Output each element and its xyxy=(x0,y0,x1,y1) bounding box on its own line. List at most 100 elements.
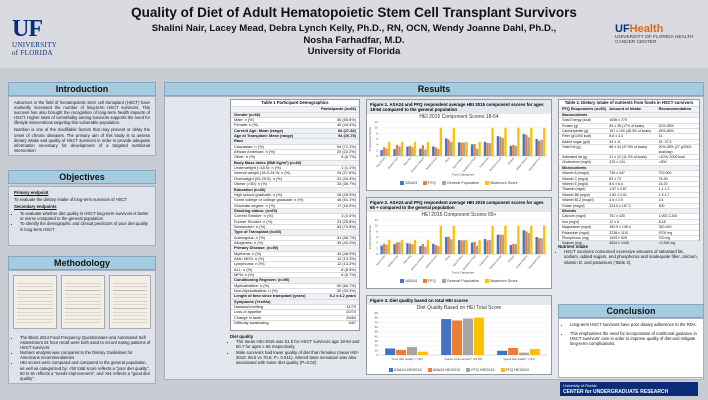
legend-item-ffq: FFQ xyxy=(423,279,436,284)
legend-item-asa24: ASA24 xyxy=(400,279,417,284)
bar-chart1-12-0 xyxy=(535,139,538,157)
y-tick-label: 6 xyxy=(376,235,378,239)
table-row: Overweight (25-29.9): n (%) 31 (34.4%) xyxy=(231,175,359,181)
y-tick-label: 4 xyxy=(376,241,378,245)
table1-title: Table 1 Participant Demographics xyxy=(261,100,329,105)
x-tick-label: Refined Grains xyxy=(488,156,503,172)
y-tick-label: 6 xyxy=(376,137,378,141)
bar-chart1-10-3 xyxy=(517,128,520,157)
diet-quality-bullet-2: Male survivors had lower quality of diet… xyxy=(236,350,360,366)
table1-header-row: Participants (n=66) xyxy=(231,106,359,112)
table-row: Vitamin B6 (mg/d) 1.62 ± 0.91 1.3-1.7 xyxy=(559,191,699,197)
table-row: Macronutrients xyxy=(559,111,699,118)
y-tick-label: 0 xyxy=(376,154,378,158)
bar-chart1-0-3 xyxy=(387,142,391,157)
primary-endpoint-text: To evaluate the dietary intake of long-t… xyxy=(14,197,128,203)
bar-chart2-6-0 xyxy=(457,240,461,255)
secondary-endpoint-1: To evaluate whether diet quality in HSCT… xyxy=(20,211,150,221)
nutrient-intake-label: Nutrient intake xyxy=(558,244,589,249)
bar-chart2-4-2 xyxy=(437,246,440,255)
bar-chart2-3-3 xyxy=(426,240,430,255)
bar-chart2-1-2 xyxy=(398,242,401,255)
table-nutrient-intake: Table 2. Dietary intake of nutrients fro… xyxy=(558,99,700,245)
bar-chart2-7-1 xyxy=(473,242,476,255)
bar-chart3-1-2 xyxy=(463,318,474,356)
table-row: Underweight (<18.5): n (%) 1 (1.1%) xyxy=(231,165,359,170)
bar-chart2-9-0 xyxy=(496,235,500,255)
table-row: Protein (g) 69 ± 38 (17% of kcals) 10%-35% xyxy=(559,122,699,128)
bar-chart1-1-1 xyxy=(395,145,399,157)
bar-chart1-6-3 xyxy=(465,142,468,157)
uf-health-logo-main: UF xyxy=(615,23,630,35)
uf-logo-subtitle: UNIVERSITY of FLORIDA xyxy=(12,41,57,57)
figure-2: Figure 2. ASA24 and FFQ respondent avera… xyxy=(366,197,552,289)
table-row: Race xyxy=(231,138,359,144)
table-row: Iron (mg/d) 12 ± 6 8-18 xyxy=(559,218,699,224)
table2-header-row: FFQ Responders (n=90) Amount of intake R… xyxy=(559,106,699,112)
conclusion-box: Long-term HSCT survivors have poor dieta… xyxy=(558,318,704,378)
table-row: Thiamin (mg/d) 1.67 ± 0.87 1.1-1.2 xyxy=(559,186,699,191)
table-row: Other: n (%) 6 (6.7%) xyxy=(231,154,359,159)
bar-chart1-10-2 xyxy=(514,146,518,157)
poster-header: UF UNIVERSITY of FLORIDA Quality of Diet… xyxy=(0,0,708,68)
bar-chart2-7-3 xyxy=(478,240,481,255)
bar-chart3-1-0 xyxy=(441,319,452,356)
bar-chart2-7-2 xyxy=(475,246,479,255)
table-row: Male: n (%) 50 (55.6%) xyxy=(231,117,359,122)
diet-quality-bullet-1: The mean HEI-2015 was 61.6 for HSCT surv… xyxy=(236,339,360,349)
y-tick-label: 40 xyxy=(375,335,379,339)
bar-chart1-7-3 xyxy=(478,142,481,157)
figure-3-legend: ASA24 HEI2015 ASA24 HEI2010 FFQ HEI2015 … xyxy=(367,368,551,373)
table-row: MPN: n (%) 6 (6.7%) xyxy=(231,272,359,277)
bar-chart1-3-2 xyxy=(424,149,427,157)
bar-chart2-6-1 xyxy=(460,240,463,255)
bar-chart1-0-1 xyxy=(382,147,386,157)
y-tick-label: 10 xyxy=(375,126,379,130)
figure-1-chart: 02 4 68 10 12 Total Fruits Whole Fruits Total V… xyxy=(368,120,547,177)
x-tick-label: Whole Grains xyxy=(425,156,439,171)
legend-item-ffq-hei2010: FFQ HEI2010 xyxy=(500,368,529,373)
introduction-paragraph-1: Advances in the field of hematopoietic s… xyxy=(14,100,150,126)
table-row: Smoking status: (n=69) xyxy=(231,207,359,214)
x-tick-label: Greens & Beans xyxy=(410,254,426,272)
primary-endpoint-label: Primary endpoint xyxy=(14,190,49,195)
bar-chart1-9-2 xyxy=(501,138,505,157)
table-row: Potassium (mg/d) 2238 ± 1110 4700 mg xyxy=(559,229,699,235)
bar-chart2-11-2 xyxy=(527,233,530,255)
figure-3: Figure 3. Diet quality based on total HE… xyxy=(366,295,552,375)
bar-chart2-4-0 xyxy=(432,244,435,255)
bar-chart2-1-3 xyxy=(400,240,404,255)
methodology-box: The Block 2014 Food Frequency Questionna… xyxy=(8,270,156,384)
table-row: Micronutrients xyxy=(559,164,699,171)
table2-title: Table 2. Dietary intake of nutrients fro… xyxy=(564,100,694,105)
bar-chart2-12-2 xyxy=(540,238,543,255)
bar-chart1-5-0 xyxy=(445,138,448,157)
bar-chart2-11-0 xyxy=(522,230,525,255)
bar-chart1-5-3 xyxy=(452,128,455,157)
bar-chart1-6-0 xyxy=(457,142,461,157)
y-tick-label: 10 xyxy=(375,349,379,353)
table-row: Education (n=66) xyxy=(231,186,359,192)
bar-chart1-11-0 xyxy=(522,134,525,157)
table-row: Symptoms (Yes/No) xyxy=(231,298,359,305)
table-row: Nonsmoker: n (%) 63 (70.8%) xyxy=(231,223,359,229)
table-row: Conditioning Regimen: (n=90) xyxy=(231,277,359,283)
table-row: Loss of appetite 20/70 xyxy=(231,309,359,314)
table-row: Gender (n=66) xyxy=(231,111,359,118)
y-tick-label: 50 xyxy=(375,330,379,334)
bar-chart2-5-3 xyxy=(452,226,455,255)
table-row: Some college or college graduate: n (%) 4… xyxy=(231,197,359,202)
table-row: Primary Disease: (n=90) xyxy=(231,245,359,251)
bar-chart1-9-3 xyxy=(504,128,507,157)
cur-logo-main: CENTER for UNDERGRADUATE RESEARCH xyxy=(563,389,669,395)
bar-chart1-12-2 xyxy=(540,140,543,157)
x-tick-label: Dairy xyxy=(444,254,451,262)
introduction-box: Advances in the field of hematopoietic s… xyxy=(8,96,156,156)
introduction-heading: Introduction xyxy=(8,82,156,96)
bar-chart2-12-3 xyxy=(543,226,546,255)
table2-body: Macronutrients Total Energy (kcal) 1636 ± … xyxy=(559,111,699,246)
methodology-bullet-2: Nutrient analysis was compared to the Di… xyxy=(20,350,152,360)
table-row: Current Smoker: n (%) 3 (3.4%) xyxy=(231,213,359,218)
x-tick-label: Whole Fruits xyxy=(387,156,400,170)
y-tick-label: 12 xyxy=(375,218,379,222)
